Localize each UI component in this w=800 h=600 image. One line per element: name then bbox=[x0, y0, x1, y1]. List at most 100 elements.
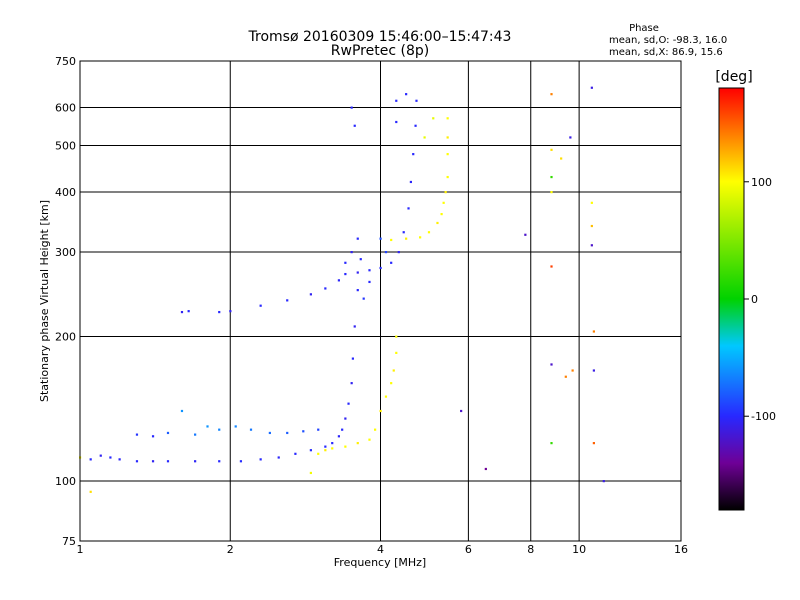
data-point bbox=[550, 442, 553, 445]
data-point bbox=[99, 454, 102, 457]
data-point bbox=[135, 460, 139, 463]
data-point bbox=[317, 428, 320, 431]
x-tick-label: 10 bbox=[572, 543, 586, 556]
data-point bbox=[356, 271, 359, 274]
colorbar-ticks: 100 0 -100 bbox=[744, 176, 776, 423]
data-point bbox=[397, 251, 400, 254]
data-point bbox=[423, 136, 426, 139]
data-point bbox=[344, 445, 347, 448]
data-point bbox=[350, 382, 353, 385]
data-point bbox=[560, 157, 563, 160]
data-points bbox=[79, 86, 605, 493]
data-point bbox=[356, 237, 359, 240]
data-point bbox=[344, 261, 347, 264]
data-point bbox=[368, 269, 371, 272]
data-point bbox=[590, 201, 593, 204]
chart-title: Tromsø 20160309 15:46:00–15:47:43 bbox=[248, 29, 512, 45]
y-tick-label: 600 bbox=[55, 102, 76, 115]
data-point bbox=[239, 460, 243, 463]
data-point bbox=[571, 369, 574, 372]
data-point bbox=[524, 233, 527, 236]
data-point bbox=[446, 153, 449, 156]
data-point bbox=[350, 251, 353, 254]
data-point bbox=[180, 310, 184, 314]
data-point bbox=[379, 237, 382, 240]
data-point bbox=[324, 287, 327, 290]
data-point bbox=[353, 124, 356, 127]
data-point bbox=[337, 279, 340, 282]
data-point bbox=[405, 93, 408, 96]
data-point bbox=[409, 180, 412, 184]
x-tick-label: 8 bbox=[527, 543, 534, 556]
data-point bbox=[414, 124, 417, 127]
data-point bbox=[564, 375, 567, 378]
data-point bbox=[390, 261, 393, 264]
colorbar-tick-label: 0 bbox=[751, 293, 758, 306]
data-point bbox=[194, 433, 197, 436]
data-point bbox=[405, 237, 408, 240]
data-point bbox=[206, 425, 209, 428]
data-point bbox=[384, 395, 388, 398]
data-point bbox=[359, 258, 362, 261]
data-point bbox=[590, 244, 593, 247]
phase-box-line-x: mean, sd,X: 86.9, 15.6 bbox=[609, 47, 723, 58]
data-point bbox=[89, 490, 92, 493]
data-point bbox=[309, 293, 312, 296]
data-point bbox=[592, 330, 595, 333]
colorbar-label: [deg] bbox=[715, 69, 752, 85]
data-point bbox=[356, 442, 359, 445]
data-point bbox=[390, 238, 393, 242]
data-point bbox=[368, 438, 371, 441]
data-point bbox=[344, 272, 347, 276]
data-point bbox=[347, 402, 350, 405]
data-point bbox=[379, 266, 382, 270]
x-axis-ticks: 1 2 4 6 8 10 16 bbox=[77, 543, 689, 556]
data-point bbox=[337, 435, 340, 438]
data-point bbox=[351, 357, 354, 360]
data-point bbox=[484, 467, 487, 471]
data-point bbox=[550, 93, 553, 96]
data-point bbox=[309, 449, 312, 452]
data-point bbox=[395, 351, 398, 354]
data-point bbox=[309, 471, 312, 475]
data-point bbox=[569, 136, 572, 139]
y-tick-label: 100 bbox=[55, 475, 76, 488]
data-point bbox=[341, 428, 344, 431]
data-point bbox=[590, 224, 593, 228]
data-point bbox=[166, 431, 170, 435]
x-tick-label: 4 bbox=[377, 543, 384, 556]
y-tick-label: 200 bbox=[55, 331, 76, 344]
data-point bbox=[277, 456, 280, 459]
grid-layer bbox=[80, 61, 681, 541]
data-point bbox=[444, 191, 447, 194]
phase-box-line-o: mean, sd,O: -98.3, 16.0 bbox=[609, 35, 727, 46]
data-point bbox=[602, 480, 605, 483]
data-point bbox=[353, 325, 356, 328]
data-point bbox=[395, 120, 398, 124]
data-point bbox=[249, 428, 253, 431]
y-tick-label: 300 bbox=[55, 246, 76, 259]
data-point bbox=[550, 191, 553, 194]
colorbar-tick-label: 100 bbox=[751, 176, 772, 189]
data-point bbox=[550, 363, 553, 366]
data-point bbox=[344, 417, 347, 420]
data-point bbox=[286, 431, 289, 435]
data-point bbox=[446, 136, 449, 139]
data-point bbox=[331, 442, 334, 445]
y-axis-ticks: 75 100 200 300 400 500 600 750 bbox=[55, 55, 76, 548]
data-point bbox=[592, 369, 595, 372]
data-point bbox=[395, 335, 398, 338]
data-point bbox=[268, 431, 271, 435]
data-point bbox=[135, 433, 139, 436]
data-point bbox=[194, 460, 197, 463]
plot-frame bbox=[79, 60, 682, 542]
data-point bbox=[218, 310, 221, 314]
data-point bbox=[395, 99, 398, 102]
data-point bbox=[379, 409, 382, 413]
data-point bbox=[384, 251, 388, 254]
x-axis-label: Frequency [MHz] bbox=[334, 556, 426, 569]
y-tick-label: 75 bbox=[62, 535, 76, 548]
data-point bbox=[590, 86, 593, 89]
data-point bbox=[446, 117, 449, 120]
